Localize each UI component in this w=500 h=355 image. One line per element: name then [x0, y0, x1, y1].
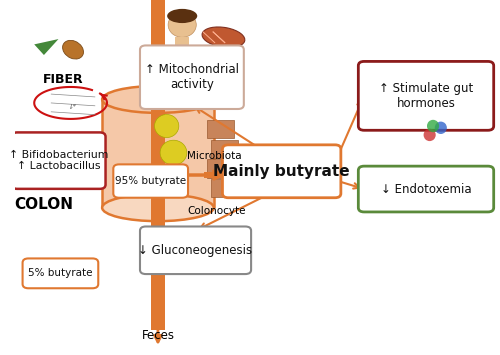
Polygon shape	[150, 0, 165, 194]
Polygon shape	[150, 99, 165, 330]
FancyBboxPatch shape	[212, 140, 238, 158]
Text: Colonocyte: Colonocyte	[187, 206, 246, 216]
Text: 95% butyrate: 95% butyrate	[115, 176, 186, 186]
Polygon shape	[175, 37, 190, 45]
Ellipse shape	[102, 86, 214, 113]
Text: ↑ Mitochondrial
activity: ↑ Mitochondrial activity	[145, 63, 239, 91]
Ellipse shape	[424, 129, 436, 141]
Text: Microbiota: Microbiota	[187, 151, 242, 161]
Text: Mainly butyrate: Mainly butyrate	[214, 164, 350, 179]
Polygon shape	[150, 99, 165, 194]
Ellipse shape	[202, 27, 245, 48]
FancyBboxPatch shape	[222, 145, 341, 198]
Polygon shape	[34, 39, 58, 55]
FancyBboxPatch shape	[22, 258, 99, 288]
FancyBboxPatch shape	[208, 120, 234, 138]
Text: ↑ Bifidobacterium
↑ Lactobacillus: ↑ Bifidobacterium ↑ Lactobacillus	[9, 150, 108, 171]
FancyBboxPatch shape	[161, 171, 185, 191]
Ellipse shape	[102, 194, 214, 221]
Polygon shape	[204, 172, 233, 178]
Ellipse shape	[164, 92, 181, 107]
Text: lᵣᵠ: lᵣᵠ	[70, 104, 76, 110]
FancyBboxPatch shape	[140, 45, 244, 109]
Ellipse shape	[167, 9, 197, 23]
FancyBboxPatch shape	[12, 132, 106, 189]
Text: Feces: Feces	[142, 329, 174, 342]
Ellipse shape	[168, 12, 196, 37]
Text: FIBER: FIBER	[43, 73, 84, 86]
FancyBboxPatch shape	[114, 164, 188, 198]
Ellipse shape	[427, 120, 439, 132]
FancyBboxPatch shape	[140, 226, 251, 274]
Text: ↓ Endotoxemia: ↓ Endotoxemia	[380, 182, 472, 196]
Ellipse shape	[62, 40, 84, 59]
FancyBboxPatch shape	[212, 179, 238, 197]
Text: ↑ Stimulate gut
hormones: ↑ Stimulate gut hormones	[379, 82, 473, 110]
FancyBboxPatch shape	[358, 166, 494, 212]
Polygon shape	[102, 99, 214, 208]
Ellipse shape	[160, 140, 187, 165]
Text: ↓ Gluconeogenesis: ↓ Gluconeogenesis	[138, 244, 252, 257]
Text: COLON: COLON	[14, 197, 74, 212]
FancyBboxPatch shape	[208, 159, 234, 178]
Ellipse shape	[434, 121, 447, 134]
Text: 5% butyrate: 5% butyrate	[28, 268, 92, 278]
Ellipse shape	[154, 114, 179, 137]
FancyBboxPatch shape	[358, 61, 494, 130]
